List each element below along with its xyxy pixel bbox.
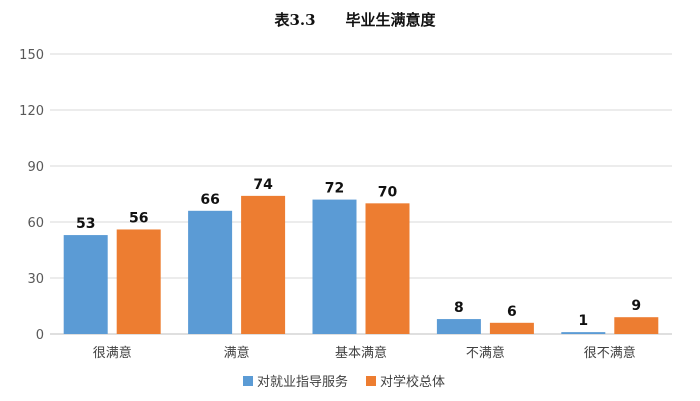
data-label: 72 [325, 181, 344, 197]
legend-label: 对学校总体 [380, 374, 445, 390]
y-tick-label: 30 [27, 272, 44, 287]
data-label: 8 [454, 300, 464, 316]
x-category-label: 很不满意 [584, 345, 636, 361]
data-label: 9 [631, 298, 641, 314]
data-label: 56 [129, 210, 148, 226]
legend-swatch [243, 376, 253, 386]
data-label: 53 [76, 216, 95, 232]
data-label: 70 [378, 184, 398, 200]
bar-overall [365, 203, 410, 334]
x-category-label: 基本满意 [335, 345, 387, 361]
data-label: 74 [253, 177, 273, 193]
bar-overall [116, 229, 161, 334]
bar-guidance [312, 199, 357, 334]
bar-overall [241, 195, 286, 334]
y-axis-ticks: 0 30 60 90 120 150 [19, 48, 44, 343]
x-axis-categories: 很满意 满意 基本满意 不满意 很不满意 [93, 345, 636, 361]
bar-guidance [188, 210, 233, 334]
legend-label: 对就业指导服务 [257, 374, 348, 390]
x-category-label: 不满意 [466, 345, 505, 361]
chart-title: 表3.3 毕业生满意度 [274, 11, 436, 29]
bar-guidance [436, 319, 481, 334]
bars [63, 195, 659, 334]
data-label: 66 [200, 192, 219, 208]
legend-swatch [366, 376, 376, 386]
y-tick-label: 120 [19, 104, 44, 119]
y-tick-label: 60 [27, 216, 44, 231]
y-tick-label: 0 [36, 328, 44, 343]
data-label: 6 [507, 304, 517, 320]
legend: 对就业指导服务 对学校总体 [243, 374, 445, 390]
bar-guidance [63, 235, 108, 334]
y-tick-label: 90 [27, 160, 44, 175]
bar-guidance [561, 332, 606, 334]
x-category-label: 满意 [224, 345, 250, 361]
data-label: 1 [578, 313, 588, 329]
y-tick-label: 150 [19, 48, 44, 63]
bar-overall [614, 317, 659, 334]
data-labels: 53 56 66 74 72 70 8 6 1 9 [76, 177, 641, 329]
bar-overall [489, 322, 534, 334]
x-category-label: 很满意 [93, 345, 132, 361]
